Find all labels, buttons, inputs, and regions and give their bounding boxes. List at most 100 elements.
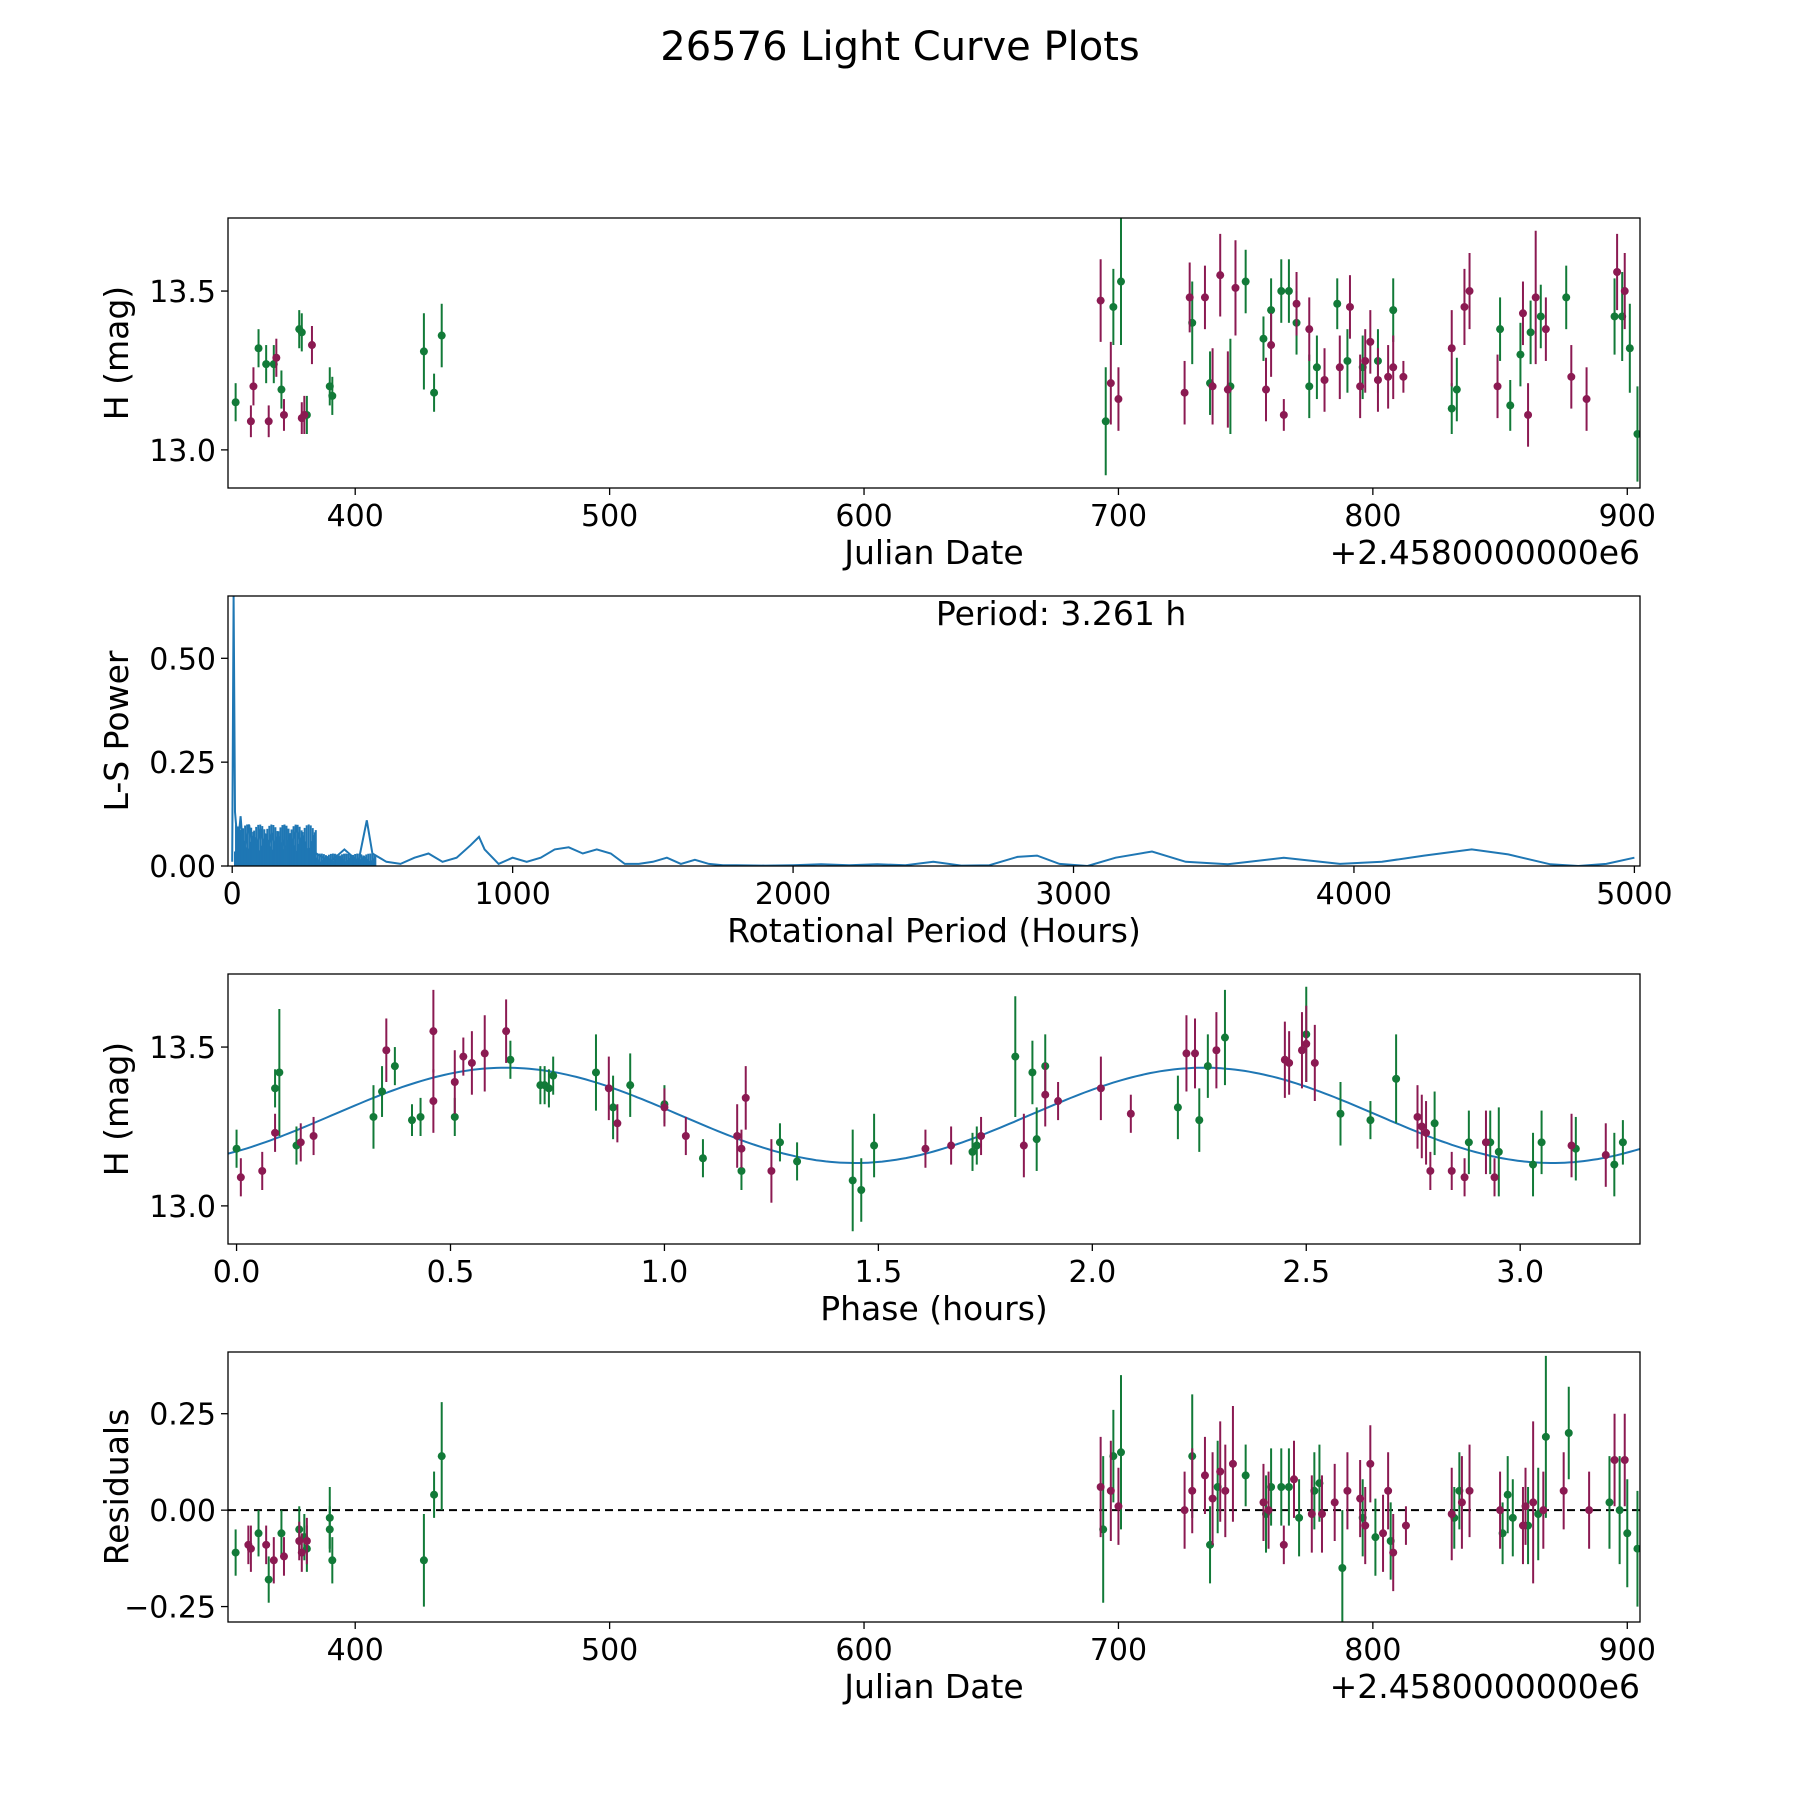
data-point — [1180, 388, 1189, 397]
data-point — [437, 1452, 446, 1461]
data-point — [1460, 1173, 1469, 1182]
data-point — [1389, 306, 1398, 315]
data-point — [1356, 382, 1365, 391]
data-point — [249, 382, 258, 391]
data-point — [1389, 1548, 1398, 1557]
y-tick-label: 0.00 — [149, 850, 216, 885]
data-point — [269, 1556, 278, 1565]
data-point — [302, 1537, 311, 1545]
data-point — [258, 1166, 267, 1175]
data-point — [1180, 1506, 1189, 1515]
data-point — [591, 1068, 600, 1077]
series-green — [231, 1355, 1640, 1622]
x-tick-label: 800 — [1344, 1633, 1401, 1668]
y-tick-label: 13.5 — [149, 275, 216, 310]
data-point — [1460, 302, 1469, 311]
data-point — [262, 1540, 271, 1549]
data-point — [1401, 1521, 1410, 1530]
plot-area — [228, 1355, 1640, 1622]
x-tick-label: 3000 — [1035, 877, 1111, 912]
data-point — [1417, 1122, 1426, 1131]
data-point — [1610, 1456, 1619, 1464]
data-point — [1200, 293, 1209, 302]
x-tick-label: 2.5 — [1282, 1255, 1330, 1290]
data-point — [613, 1119, 622, 1128]
data-point — [419, 347, 428, 356]
data-point — [1541, 1432, 1550, 1441]
data-point — [382, 1046, 391, 1055]
data-point — [1285, 1058, 1294, 1067]
data-point — [1343, 1486, 1352, 1495]
chart-panel-3: 0.0 0.5 1.0 1.5 2.0 2.5 3.0 13.0 13.5 Phase (hour… — [97, 973, 1641, 1328]
data-point — [1295, 1513, 1304, 1522]
x-tick-label: 0.0 — [213, 1255, 261, 1290]
data-point — [1366, 1116, 1375, 1125]
data-point — [1267, 306, 1276, 315]
data-point — [1366, 1459, 1375, 1468]
data-point — [1267, 341, 1276, 350]
data-point — [309, 1132, 318, 1140]
data-point — [1191, 1049, 1200, 1058]
chart-panel-1: 400 500 600 700 800 900 13.0 13.5 Julian Date H (… — [97, 217, 1656, 572]
data-point — [857, 1186, 866, 1194]
data-point — [297, 1548, 306, 1557]
data-point — [369, 1112, 378, 1121]
data-point — [1345, 302, 1354, 311]
x-tick-label: 800 — [1344, 499, 1401, 534]
data-point — [1216, 271, 1225, 280]
data-point — [1562, 293, 1571, 302]
data-point — [1447, 1166, 1456, 1175]
data-point — [1228, 1459, 1237, 1468]
data-point — [1279, 1540, 1288, 1549]
data-point — [279, 410, 288, 419]
data-point — [733, 1132, 742, 1140]
data-point — [1413, 1112, 1422, 1121]
data-point — [1567, 1141, 1576, 1150]
data-point — [1361, 1521, 1370, 1530]
data-point — [307, 341, 316, 350]
data-point — [1126, 1109, 1135, 1118]
data-point — [429, 1027, 438, 1036]
data-point — [1011, 1052, 1020, 1061]
data-point — [1564, 1429, 1573, 1437]
data-point — [1320, 376, 1329, 384]
x-axis-label: Rotational Period (Hours) — [727, 911, 1141, 950]
data-point — [1625, 344, 1634, 353]
y-tick-label: 0.25 — [149, 746, 216, 781]
series-purple — [246, 230, 1629, 447]
data-point — [328, 391, 337, 400]
data-point — [1447, 1510, 1456, 1518]
data-point — [254, 1529, 263, 1538]
x-tick-label: 5000 — [1596, 877, 1672, 912]
x-axis-offset-label: +2.4580000000e6 — [1330, 533, 1640, 572]
data-point — [767, 1166, 776, 1175]
data-point — [390, 1062, 399, 1071]
data-point — [968, 1147, 977, 1156]
x-tick-label: 4000 — [1316, 877, 1392, 912]
data-point — [1537, 1138, 1546, 1147]
data-point — [1531, 293, 1540, 302]
data-point — [1633, 430, 1640, 438]
data-point — [328, 1556, 337, 1565]
data-point — [1277, 287, 1286, 296]
data-point — [1019, 1141, 1028, 1150]
y-tick-label: 13.0 — [149, 1190, 216, 1225]
data-point — [1457, 1498, 1466, 1507]
data-point — [1284, 287, 1293, 296]
data-point — [277, 385, 286, 394]
data-point — [1371, 1533, 1380, 1542]
data-point — [1493, 382, 1502, 391]
data-point — [1231, 283, 1240, 292]
axes-frame — [227, 595, 1641, 867]
data-point — [1317, 1510, 1326, 1518]
data-point — [1601, 1151, 1610, 1160]
data-point — [1356, 1494, 1365, 1503]
data-point — [1041, 1090, 1050, 1099]
data-point — [1259, 334, 1268, 343]
series-green — [231, 218, 1640, 482]
data-point — [1361, 356, 1370, 365]
y-tick-label: −0.25 — [124, 1591, 216, 1626]
x-tick-label: 2.0 — [1068, 1255, 1116, 1290]
data-point — [419, 1556, 428, 1565]
